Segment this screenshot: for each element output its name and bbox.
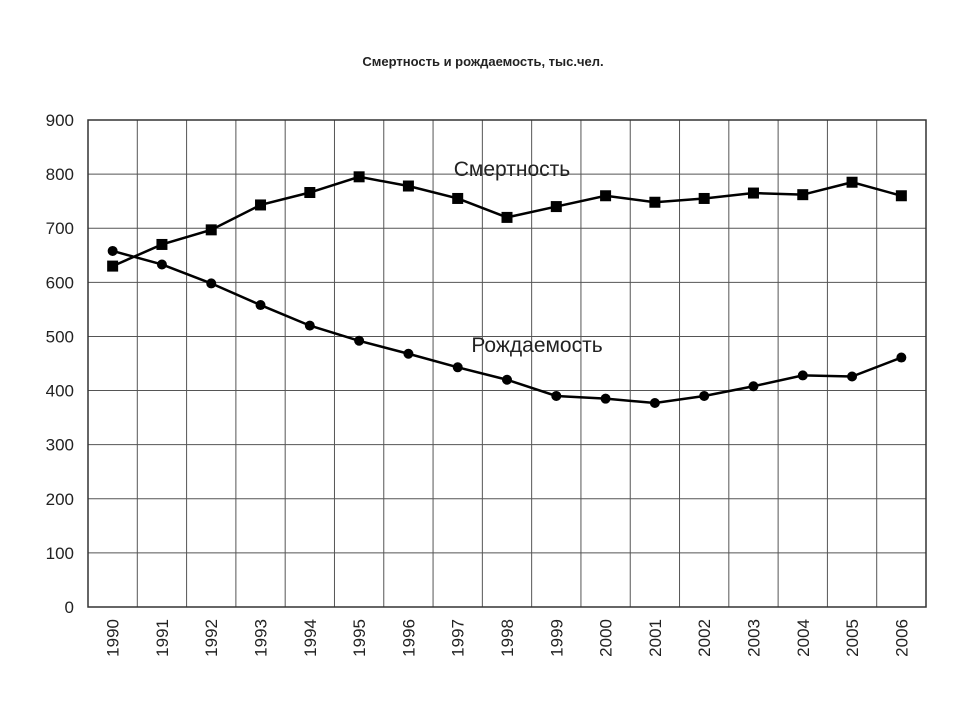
data-point xyxy=(107,245,118,256)
x-tick-label: 1995 xyxy=(350,619,369,657)
data-point xyxy=(649,196,661,208)
data-point xyxy=(156,259,167,270)
data-point xyxy=(452,362,463,373)
y-tick-label: 100 xyxy=(46,544,74,563)
data-point xyxy=(747,187,759,199)
x-tick-label: 2006 xyxy=(892,619,911,657)
data-point xyxy=(896,352,907,363)
x-axis-ticks: 1990 1991 1992 1993 1994 1995 1996 1997 1998 1999… xyxy=(104,619,912,657)
x-tick-label: 1999 xyxy=(547,619,566,657)
data-point xyxy=(255,199,267,211)
data-point xyxy=(797,189,809,201)
chart-title: Смертность и рождаемость, тыс.чел. xyxy=(362,54,603,69)
data-point xyxy=(550,201,562,213)
data-point xyxy=(304,320,315,331)
x-tick-label: 1997 xyxy=(449,619,468,657)
data-point xyxy=(501,211,513,223)
data-point xyxy=(452,192,464,204)
data-point xyxy=(403,348,414,359)
y-tick-label: 200 xyxy=(46,490,74,509)
y-tick-label: 900 xyxy=(46,111,74,130)
y-axis-ticks: 0 100 200 300 400 500 600 700 800 900 xyxy=(46,111,74,617)
x-tick-label: 2003 xyxy=(744,619,763,657)
y-tick-label: 400 xyxy=(46,382,74,401)
x-tick-label: 2001 xyxy=(646,619,665,657)
grid xyxy=(88,119,926,608)
data-point xyxy=(847,371,858,382)
x-tick-label: 1996 xyxy=(399,619,418,657)
data-point xyxy=(600,190,612,202)
x-tick-label: 2005 xyxy=(843,619,862,657)
series-1 xyxy=(107,245,907,409)
data-point xyxy=(156,238,168,250)
x-tick-label: 2002 xyxy=(695,619,714,657)
series xyxy=(107,171,907,409)
series-0 xyxy=(107,171,907,272)
x-tick-label: 1994 xyxy=(301,619,320,657)
data-point xyxy=(551,390,562,401)
data-point xyxy=(353,171,365,183)
data-point xyxy=(748,381,759,392)
x-tick-label: 1990 xyxy=(104,619,123,657)
series-label-birth-rate: Рождаемость xyxy=(471,334,602,357)
x-tick-label: 2004 xyxy=(794,619,813,657)
data-point xyxy=(699,390,710,401)
y-tick-label: 800 xyxy=(46,165,74,184)
y-tick-label: 700 xyxy=(46,219,74,238)
y-tick-label: 0 xyxy=(65,598,74,617)
x-tick-label: 1992 xyxy=(202,619,221,657)
data-point xyxy=(255,300,266,311)
x-tick-label: 2000 xyxy=(597,619,616,657)
data-point xyxy=(600,393,611,404)
data-point xyxy=(354,335,365,346)
data-point xyxy=(205,224,217,236)
data-point xyxy=(649,398,660,409)
data-point xyxy=(698,192,710,204)
data-point xyxy=(797,370,808,381)
y-tick-label: 600 xyxy=(46,273,74,292)
data-point xyxy=(895,190,907,202)
data-point xyxy=(206,278,217,289)
data-point xyxy=(402,180,414,192)
data-point xyxy=(502,374,512,385)
plot-frame xyxy=(87,119,927,608)
x-tick-label: 1993 xyxy=(252,619,271,657)
data-point xyxy=(107,260,119,272)
series-label-mortality: Смертность xyxy=(454,158,571,181)
data-point xyxy=(846,176,858,188)
data-point xyxy=(304,187,316,199)
x-tick-label: 1998 xyxy=(498,619,517,657)
y-tick-label: 500 xyxy=(46,327,74,346)
x-tick-label: 1991 xyxy=(153,619,172,657)
y-tick-label: 300 xyxy=(46,436,74,455)
